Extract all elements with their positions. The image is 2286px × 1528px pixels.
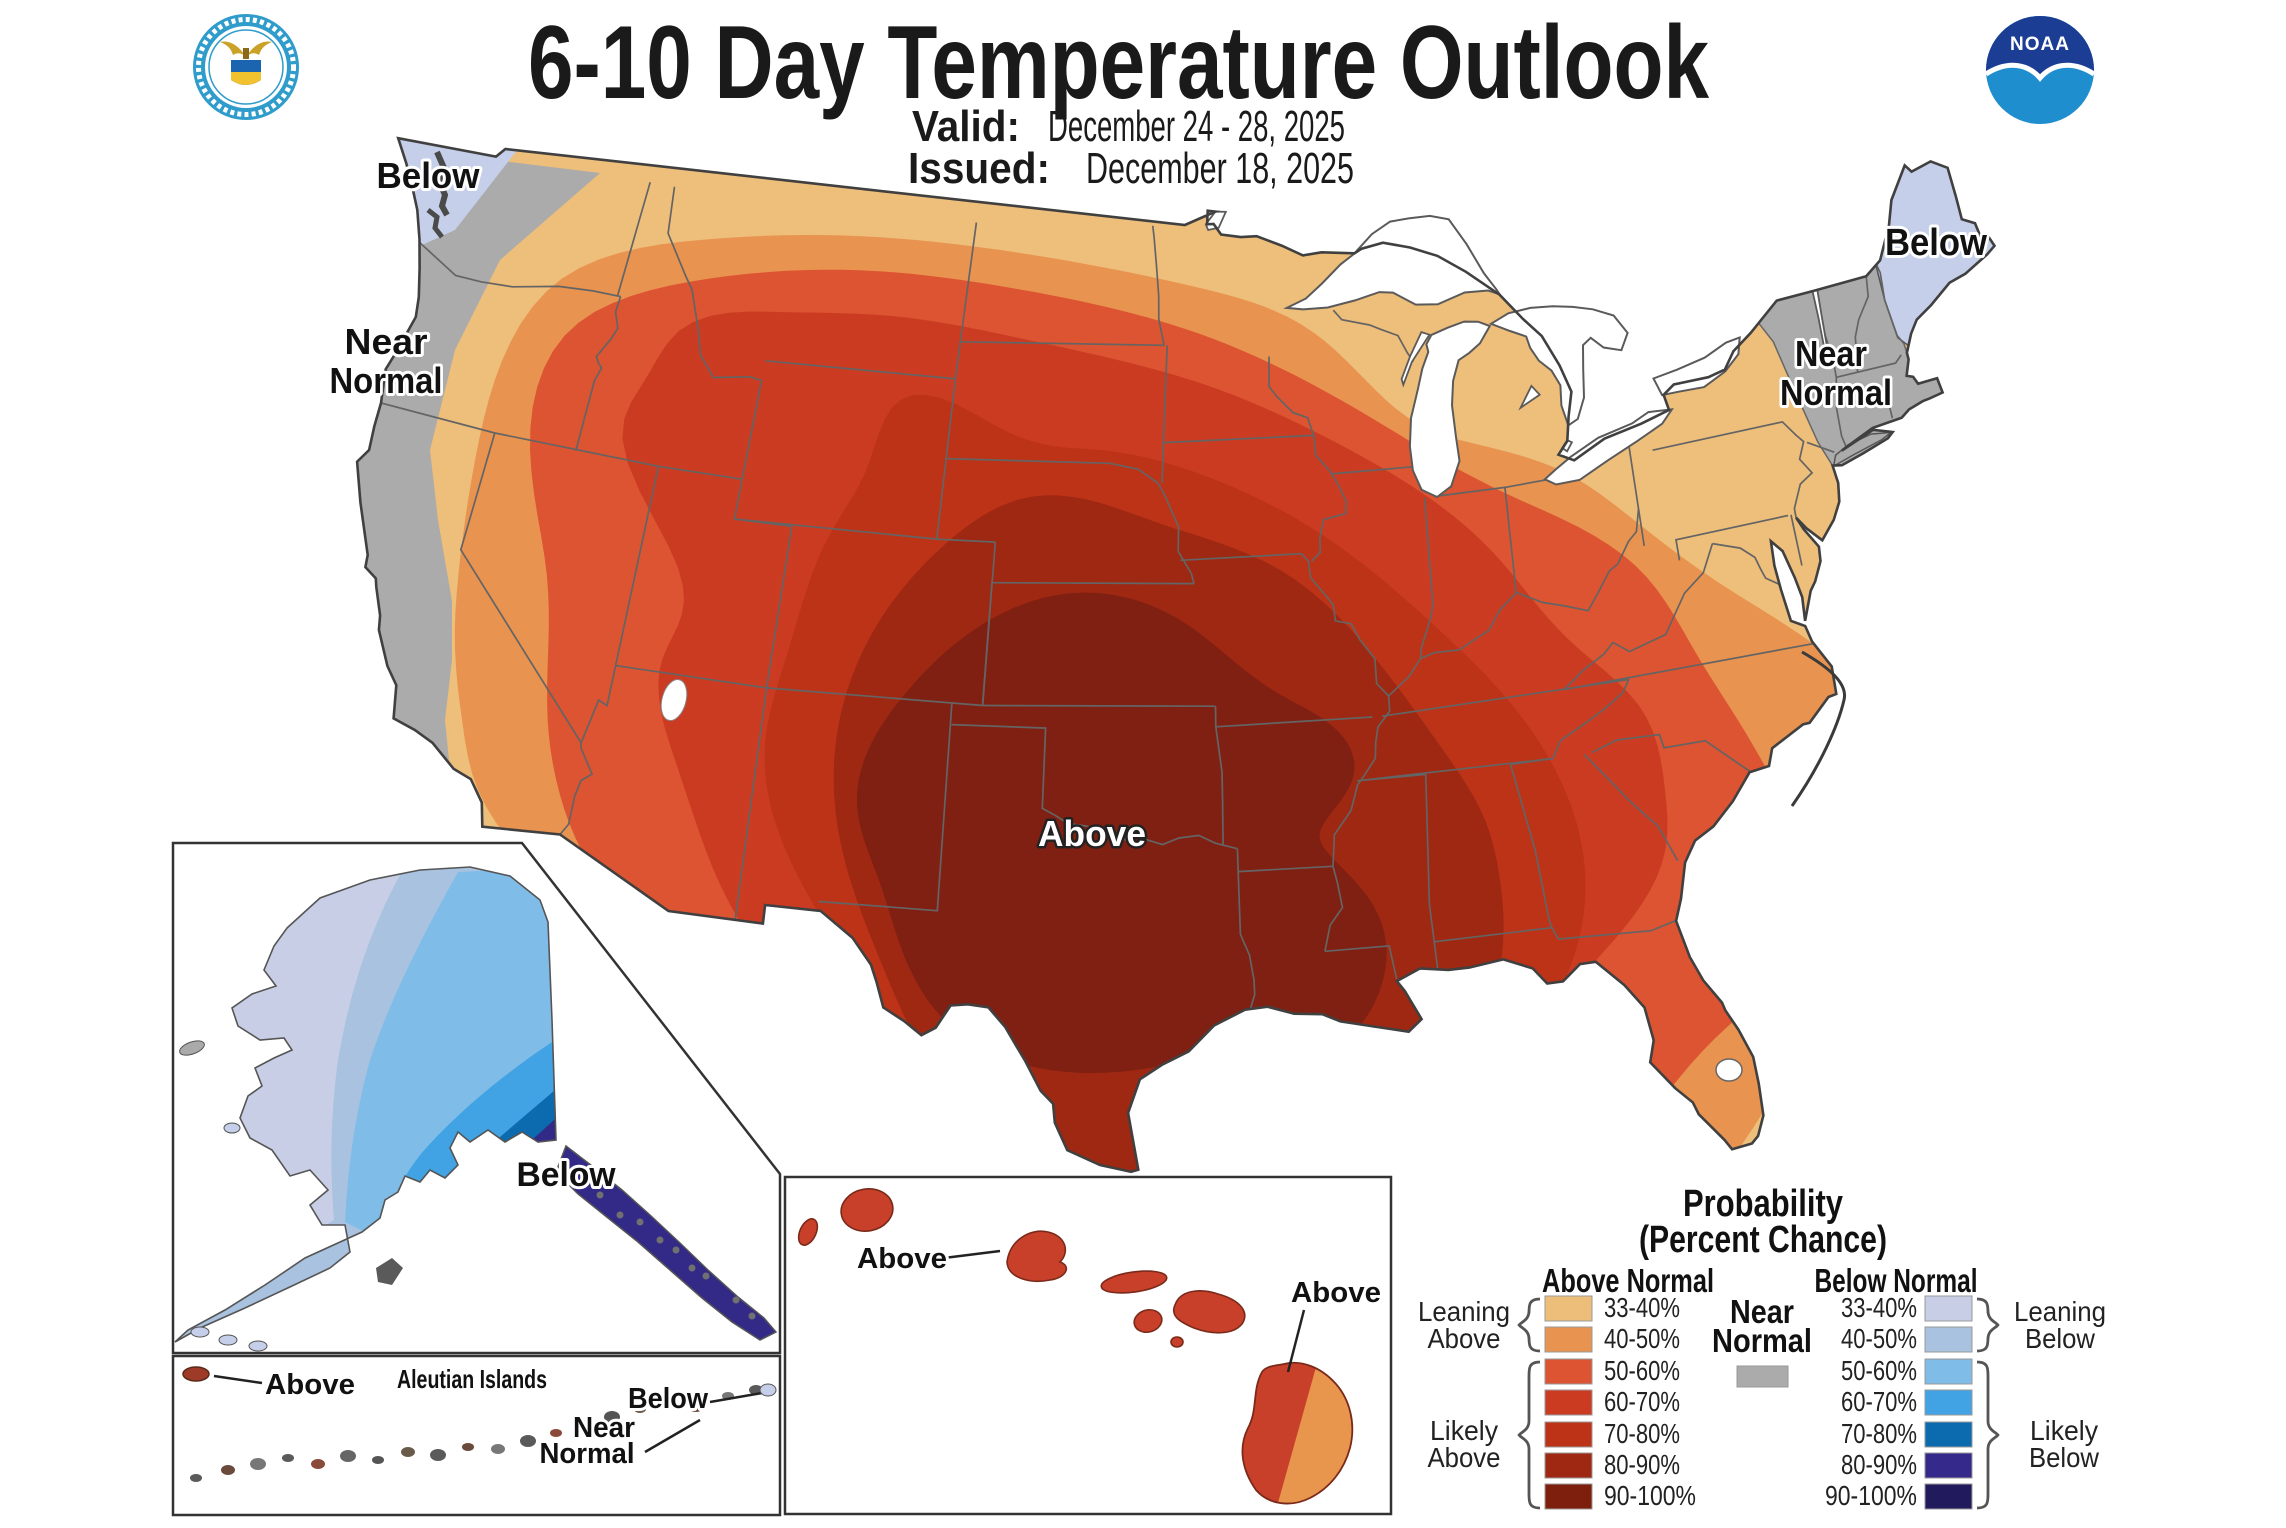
svg-text:Aleutian Islands: Aleutian Islands: [397, 1364, 547, 1394]
svg-text:60-70%: 60-70%: [1604, 1386, 1680, 1417]
svg-text:Likely: Likely: [2030, 1415, 2098, 1446]
svg-text:70-80%: 70-80%: [1841, 1418, 1917, 1449]
svg-text:Leaning: Leaning: [1418, 1296, 1510, 1327]
svg-text:Valid:December 24 - 28, 2025: Valid: December 24 - 28, 2025: [912, 102, 1345, 151]
svg-text:Above: Above: [265, 1369, 355, 1401]
svg-text:Above: Above: [1428, 1442, 1501, 1473]
svg-text:40-50%: 40-50%: [1841, 1323, 1917, 1354]
svg-text:Normal: Normal: [330, 360, 443, 401]
svg-text:Probability: Probability: [1683, 1183, 1843, 1225]
svg-text:80-90%: 80-90%: [1841, 1449, 1917, 1480]
svg-text:Near: Near: [345, 321, 428, 362]
svg-text:Above: Above: [857, 1243, 947, 1275]
svg-text:Below: Below: [2029, 1442, 2100, 1473]
svg-text:Above: Above: [1291, 1277, 1381, 1309]
svg-text:6-10 Day Temperature Outlook: 6-10 Day Temperature Outlook: [528, 5, 1709, 121]
svg-text:Near: Near: [1730, 1293, 1794, 1330]
svg-text:Above Normal: Above Normal: [1542, 1262, 1714, 1299]
svg-text:Below: Below: [1885, 222, 1987, 264]
svg-text:80-90%: 80-90%: [1604, 1449, 1680, 1480]
svg-text:60-70%: 60-70%: [1841, 1386, 1917, 1417]
svg-text:Normal: Normal: [1712, 1322, 1812, 1359]
svg-text:NOAA: NOAA: [2010, 34, 2070, 55]
svg-text:Above: Above: [1038, 813, 1146, 854]
svg-text:33-40%: 33-40%: [1841, 1292, 1917, 1323]
svg-text:90-100%: 90-100%: [1604, 1480, 1696, 1511]
svg-text:(Percent Chance): (Percent Chance): [1639, 1219, 1887, 1261]
svg-text:70-80%: 70-80%: [1604, 1418, 1680, 1449]
svg-text:Near: Near: [1795, 333, 1867, 374]
svg-text:Below: Below: [628, 1383, 708, 1415]
svg-text:Below: Below: [2025, 1323, 2096, 1354]
svg-text:Below Normal: Below Normal: [1815, 1262, 1978, 1299]
svg-text:Issued:December 18, 2025: Issued: December 18, 2025: [908, 144, 1354, 193]
svg-text:Above: Above: [1428, 1323, 1501, 1354]
svg-text:50-60%: 50-60%: [1841, 1355, 1917, 1386]
svg-text:50-60%: 50-60%: [1604, 1355, 1680, 1386]
svg-text:Leaning: Leaning: [2014, 1296, 2106, 1327]
svg-text:40-50%: 40-50%: [1604, 1323, 1680, 1354]
svg-text:33-40%: 33-40%: [1604, 1292, 1680, 1323]
svg-text:Normal: Normal: [540, 1438, 635, 1470]
svg-text:Normal: Normal: [1780, 372, 1892, 413]
svg-text:Likely: Likely: [1430, 1415, 1498, 1446]
svg-text:90-100%: 90-100%: [1825, 1480, 1917, 1511]
svg-text:Below: Below: [377, 155, 481, 196]
svg-text:Near: Near: [573, 1412, 635, 1444]
svg-text:Below: Below: [517, 1156, 617, 1194]
